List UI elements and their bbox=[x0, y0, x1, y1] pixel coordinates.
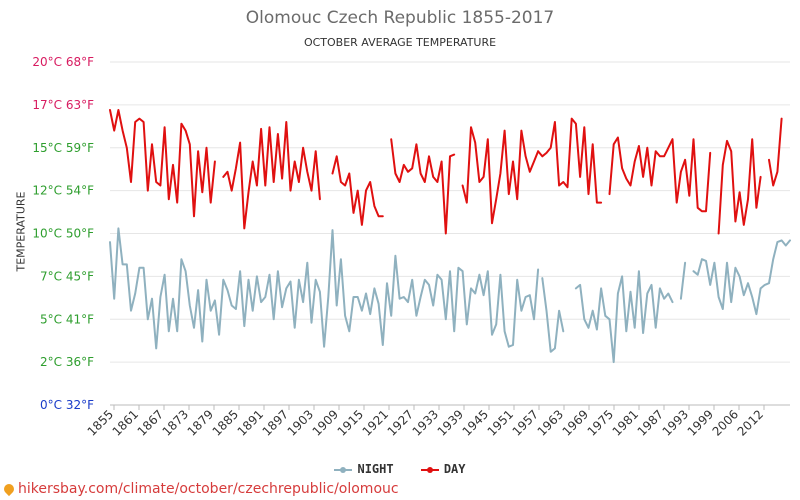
y-tick-label: 15°C 59°F bbox=[32, 141, 94, 155]
series-line-day bbox=[608, 136, 712, 213]
series-line-day bbox=[461, 117, 603, 225]
legend-day-label: DAY bbox=[443, 462, 466, 476]
source-link-text: hikersbay.com/climate/october/czechrepub… bbox=[18, 481, 399, 497]
series-line-night bbox=[679, 261, 687, 300]
legend-item-day[interactable]: DAY bbox=[420, 462, 466, 476]
y-tick-label: 2°C 36°F bbox=[40, 355, 94, 369]
source-link[interactable]: hikersbay.com/climate/october/czechrepub… bbox=[1, 481, 399, 497]
chart-legend: NIGHT DAY bbox=[0, 462, 800, 476]
y-tick-label: 20°C 68°F bbox=[32, 55, 94, 69]
series-line-night bbox=[574, 270, 674, 364]
x-tick-label: 1945 bbox=[460, 407, 491, 438]
y-tick-label: 10°C 50°F bbox=[32, 227, 94, 241]
x-tick-label: 1873 bbox=[160, 407, 191, 438]
x-tick-label: 1903 bbox=[285, 407, 316, 438]
x-tick-label: 1957 bbox=[510, 407, 541, 438]
x-tick-label: 1993 bbox=[660, 407, 691, 438]
series-line-night bbox=[692, 239, 791, 316]
x-tick-label: 1999 bbox=[685, 407, 716, 438]
x-tick-label: 1891 bbox=[235, 407, 266, 438]
x-tick-label: 1987 bbox=[635, 407, 666, 438]
series-line-day bbox=[331, 155, 384, 226]
series-line-day bbox=[390, 138, 456, 235]
series-line-night bbox=[109, 227, 540, 350]
x-tick-label: 1939 bbox=[435, 407, 466, 438]
x-tick-label: 1933 bbox=[410, 407, 441, 438]
x-tick-label: 1915 bbox=[335, 407, 366, 438]
y-tick-label: 5°C 41°F bbox=[40, 312, 94, 326]
legend-item-night[interactable]: NIGHT bbox=[334, 462, 394, 476]
x-tick-label: 1921 bbox=[360, 407, 391, 438]
y-tick-label: 7°C 45°F bbox=[40, 269, 94, 283]
x-tick-label: 1897 bbox=[260, 407, 291, 438]
x-tick-label: 1885 bbox=[210, 407, 241, 438]
series-line-day bbox=[768, 117, 783, 187]
x-tick-label: 1879 bbox=[185, 407, 216, 438]
x-tick-label: 1963 bbox=[535, 407, 566, 438]
chart-title: Olomouc Czech Republic 1855-2017 bbox=[245, 8, 555, 28]
y-tick-label: 0°C 32°F bbox=[40, 398, 94, 412]
series-line-day bbox=[222, 121, 321, 230]
series-line-day bbox=[717, 138, 762, 235]
x-tick-label: 1867 bbox=[135, 407, 166, 438]
legend-night-label: NIGHT bbox=[357, 462, 394, 476]
x-tick-label: 1981 bbox=[610, 407, 641, 438]
chart-subtitle: OCTOBER AVERAGE TEMPERATURE bbox=[303, 36, 497, 49]
x-tick-label: 2012 bbox=[735, 407, 766, 438]
series-line-night bbox=[541, 277, 565, 353]
x-tick-label: 1951 bbox=[485, 407, 516, 438]
x-tick-label: 1861 bbox=[110, 407, 141, 438]
location-pin-icon bbox=[1, 481, 17, 497]
x-tick-label: 1927 bbox=[385, 407, 416, 438]
temperature-chart: 0°C 32°F 2°C 36°F 5°C 41°F 7°C 45°F 10°C 50°… bbox=[32, 55, 791, 439]
x-tick-label: 1975 bbox=[585, 407, 616, 438]
x-tick-label: 2006 bbox=[710, 407, 741, 438]
y-tick-label: 17°C 63°F bbox=[32, 98, 94, 112]
legend-day-swatch bbox=[420, 465, 439, 475]
x-tick-label: 1969 bbox=[560, 407, 591, 438]
x-tick-label: 1909 bbox=[310, 407, 341, 438]
series-line-day bbox=[109, 109, 216, 218]
y-tick-label: 12°C 54°F bbox=[32, 184, 94, 198]
legend-night-swatch bbox=[334, 465, 353, 475]
